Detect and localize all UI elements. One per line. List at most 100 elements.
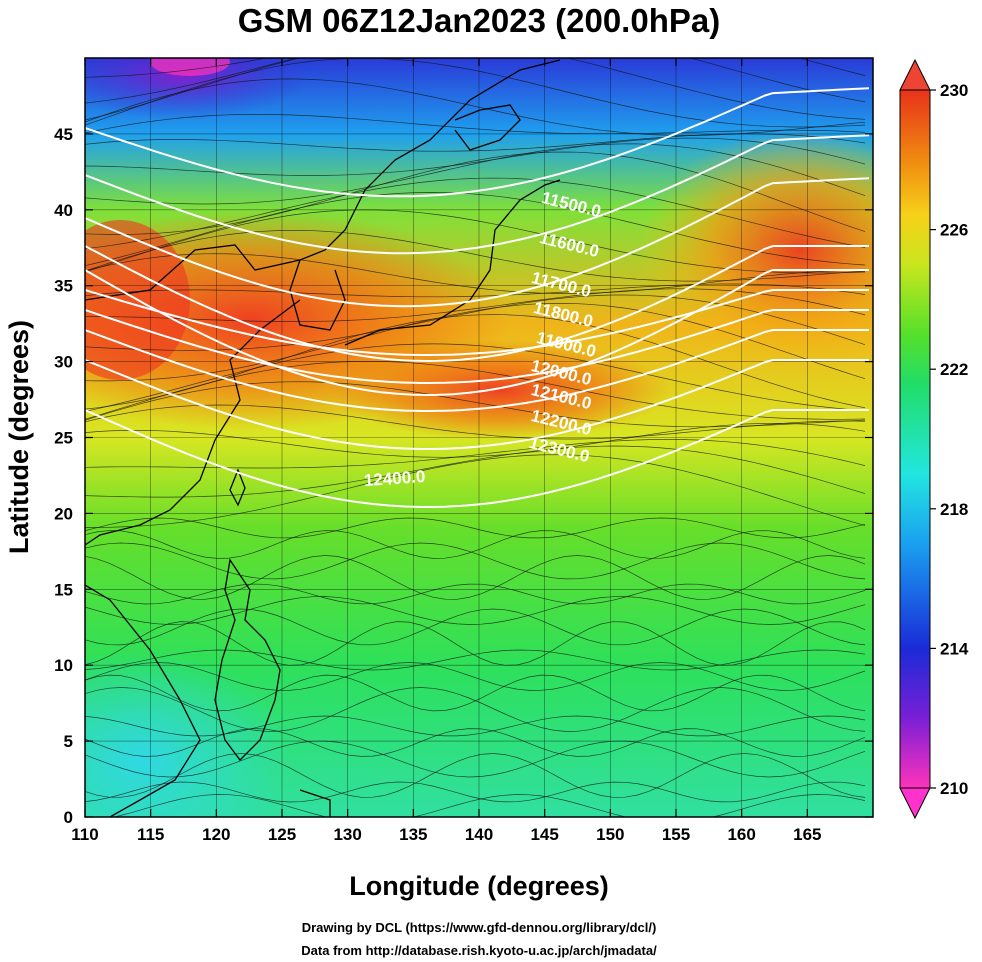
y-tick-label: 25 [54, 429, 73, 448]
streamline [85, 404, 866, 440]
streamline [85, 454, 866, 528]
korea-peninsula [289, 259, 346, 331]
height-contours: 11500.011600.011700.011800.011900.012000… [85, 87, 870, 508]
height-contour [85, 359, 869, 450]
streamline [85, 283, 866, 298]
streamline [85, 58, 866, 104]
height-contour [85, 289, 869, 356]
height-contour [85, 269, 869, 397]
x-axis-ticks: 110 115 120 125 130 135 140 145 150 155 160 165 [71, 58, 822, 844]
height-contour [85, 245, 869, 363]
borneo-indochina [85, 584, 331, 817]
height-contour [85, 177, 870, 308]
colorbar-tick-label: 210 [940, 779, 968, 798]
colorbar-max-arrow [899, 58, 931, 91]
temperature-field: 11500.011600.011700.011800.011900.012000… [85, 58, 873, 817]
colorbar-min-arrow [899, 787, 931, 820]
x-tick-label: 110 [71, 825, 98, 844]
streamline [85, 608, 866, 646]
streamline [85, 360, 866, 420]
streamline [85, 517, 866, 539]
streamline [85, 596, 866, 625]
streamline [85, 621, 866, 666]
cold-core-minimum [150, 58, 230, 76]
x-tick-label: 140 [465, 825, 493, 844]
streamline [85, 151, 866, 235]
credit-data: Data from http://database.rish.kyoto-u.a… [301, 943, 657, 958]
colorbar-ticks: 210 214 218 222 226 230 [930, 81, 969, 798]
lat-lon-grid [85, 58, 873, 817]
coast-china-korea [85, 59, 561, 301]
streamline [85, 445, 866, 498]
x-tick-label: 150 [596, 825, 624, 844]
colorbar-body [899, 89, 931, 789]
taiwan [229, 468, 246, 507]
streamline [85, 555, 866, 600]
y-tick-label: 5 [64, 732, 73, 751]
japan-islands [344, 104, 561, 346]
y-axis-label: Latitude (degrees) [4, 320, 34, 554]
x-tick-label: 135 [399, 825, 427, 844]
y-tick-label: 15 [54, 580, 73, 599]
streamline [85, 583, 866, 605]
streamline [85, 728, 866, 757]
height-contour [85, 87, 870, 198]
x-tick-label: 165 [793, 825, 821, 844]
colorbar-tick-label: 226 [940, 221, 968, 240]
x-tick-label: 155 [662, 825, 690, 844]
streamline [85, 753, 866, 798]
y-tick-label: 10 [54, 656, 73, 675]
x-tick-label: 125 [268, 825, 296, 844]
streamline [85, 542, 866, 580]
contour-label: 12400.0 [363, 467, 426, 490]
x-tick-label: 130 [333, 825, 361, 844]
streamline [85, 58, 866, 78]
cold-core-northwest [85, 58, 310, 120]
credit-drawing: Drawing by DCL (https://www.gfd-dennou.o… [302, 920, 657, 935]
y-tick-label: 20 [54, 504, 73, 523]
streamline [85, 439, 866, 469]
coast-china-south [85, 299, 301, 546]
streamline [85, 530, 866, 559]
streamline [85, 58, 866, 121]
x-tick-label: 145 [530, 825, 558, 844]
colorbar: 210 214 218 222 226 230 [899, 58, 969, 820]
y-tick-label: 30 [54, 353, 73, 372]
streamline [85, 674, 866, 712]
philippines [214, 558, 281, 761]
wind-streamlines [85, 58, 866, 817]
streamline [85, 114, 866, 135]
streamline [85, 209, 866, 274]
colorbar-tick-label: 218 [940, 500, 968, 519]
x-tick-label: 120 [202, 825, 230, 844]
streamline [85, 740, 866, 778]
streamline [85, 343, 866, 412]
x-tick-label: 160 [727, 825, 755, 844]
y-tick-label: 45 [54, 125, 73, 144]
height-contour [85, 409, 869, 508]
y-tick-label: 40 [54, 201, 73, 220]
colorbar-tick-label: 230 [940, 81, 968, 100]
streamline [85, 715, 866, 737]
y-tick-label: 35 [54, 277, 73, 296]
streamline [85, 177, 866, 250]
height-contour [85, 309, 869, 384]
x-axis-label: Longitude (degrees) [349, 871, 609, 901]
streamline [85, 781, 866, 803]
height-contour [85, 329, 869, 412]
height-contour [85, 134, 870, 255]
coastlines [85, 59, 561, 817]
streamline [85, 230, 866, 282]
streamline [85, 303, 866, 382]
streamline [85, 687, 866, 732]
y-tick-label: 0 [64, 808, 73, 827]
streamline [112, 794, 866, 817]
streamline [85, 253, 865, 294]
x-tick-label: 115 [137, 825, 164, 844]
cool-area-southwest [85, 650, 290, 817]
streamline [85, 192, 866, 267]
streamline [85, 649, 866, 671]
colorbar-tick-label: 222 [940, 360, 968, 379]
streamline [85, 58, 866, 128]
